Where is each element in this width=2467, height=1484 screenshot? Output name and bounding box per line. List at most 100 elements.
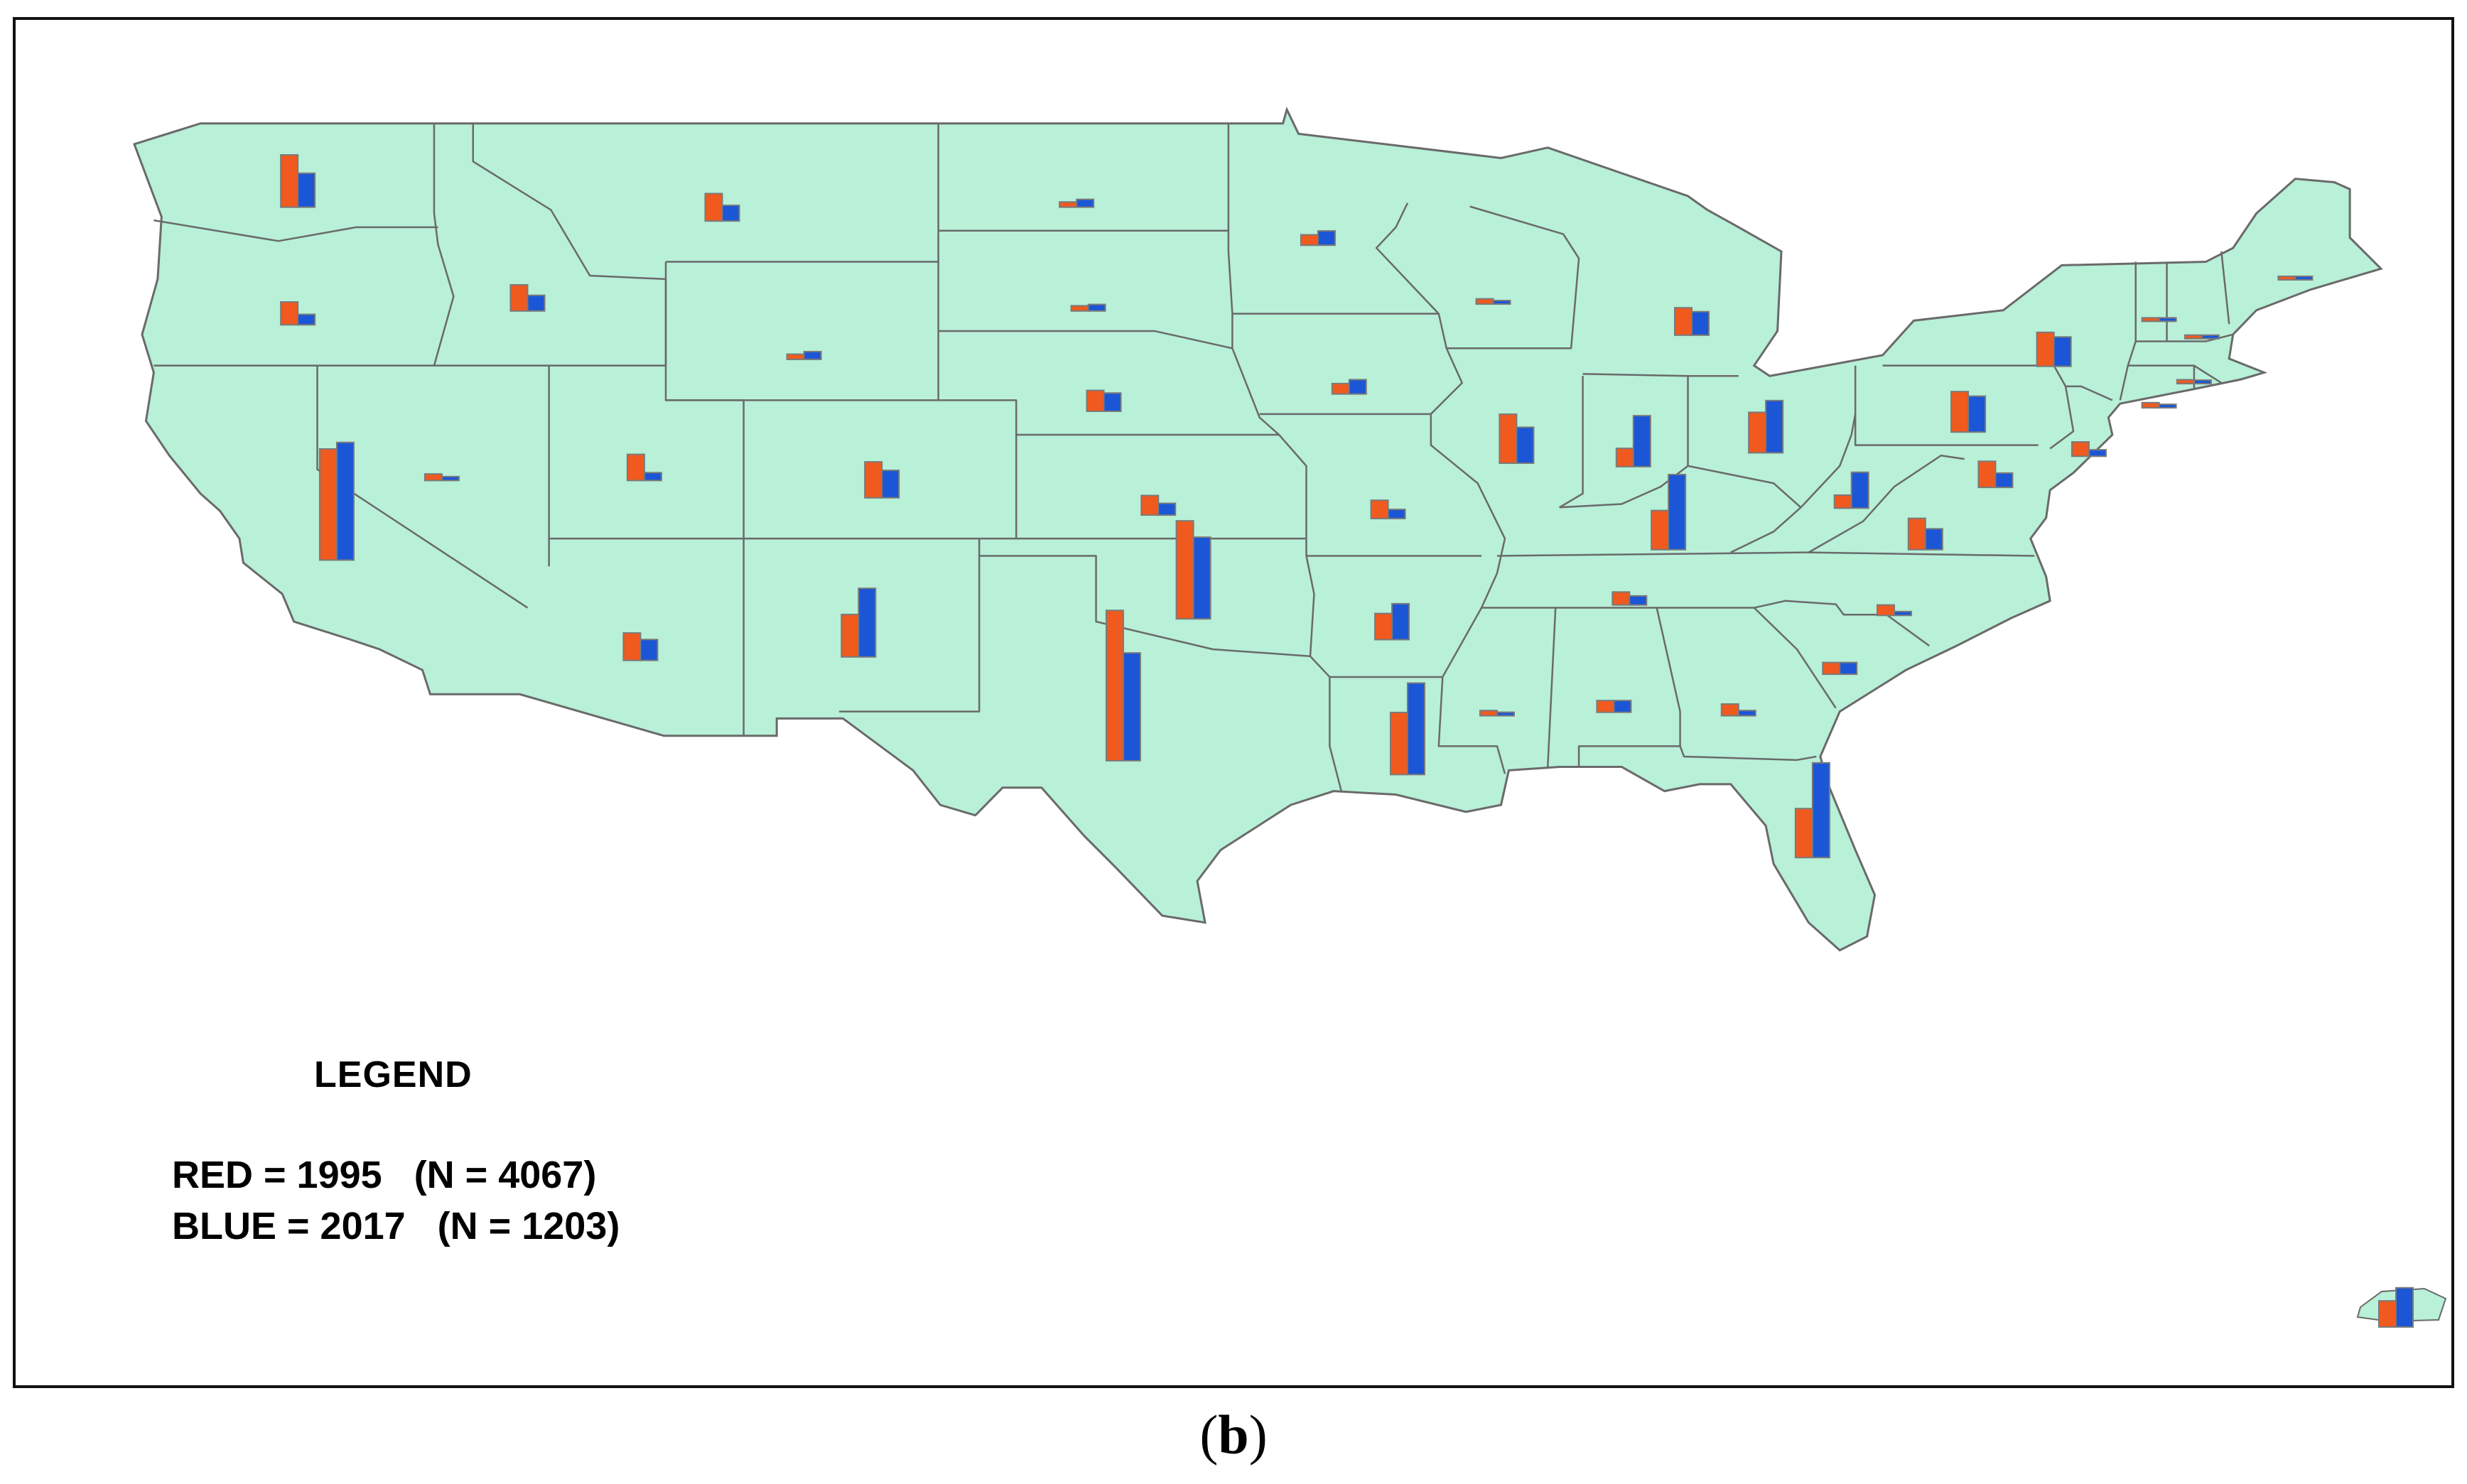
- us-map: [133, 107, 2447, 1328]
- bar-2017-wv: [1850, 471, 1869, 509]
- bar-1995-wy: [786, 353, 805, 360]
- caption-letter: b: [1218, 1404, 1249, 1466]
- state-bar-group-vt: [2141, 317, 2177, 323]
- state-bar-group-wy: [786, 350, 822, 360]
- state-bar-group-tn: [1612, 591, 1648, 606]
- state-border-line: [666, 399, 745, 736]
- state-bar-group-oh: [1748, 399, 1784, 454]
- bar-2017-ma: [2193, 379, 2212, 385]
- state-bar-group-sd: [1070, 303, 1106, 312]
- bar-1995-ms: [1479, 710, 1498, 717]
- figure-caption: (b): [0, 1403, 2467, 1467]
- state-bar-group-ok: [1175, 520, 1211, 620]
- bar-1995-fl: [1794, 808, 1813, 859]
- bar-1995-nh: [2183, 334, 2203, 340]
- bar-2017-ny: [2053, 336, 2072, 367]
- state-bar-group-nv: [423, 473, 460, 482]
- state-bar-group-mn: [1300, 229, 1336, 247]
- state-bar-group-ut: [626, 453, 662, 482]
- state-bar-group-ny: [2036, 331, 2072, 367]
- bar-1995-ca: [318, 448, 338, 561]
- bar-1995-in: [1615, 448, 1634, 467]
- bar-1995-wv: [1833, 494, 1852, 509]
- state-border-line: [1679, 745, 1817, 762]
- bar-1995-ar: [1374, 612, 1393, 641]
- bar-2017-ky: [1668, 473, 1687, 551]
- bar-2017-mn: [1317, 229, 1336, 247]
- state-border-line: [664, 261, 1017, 539]
- bar-2017-pa: [1967, 395, 1987, 433]
- bar-2017-nm: [858, 587, 877, 658]
- bar-1995-ky: [1651, 509, 1670, 551]
- state-bar-group-az: [622, 632, 659, 661]
- legend-title: LEGEND: [314, 1054, 473, 1095]
- state-bar-group-in: [1615, 415, 1651, 467]
- bar-2017-al: [1613, 700, 1632, 713]
- bar-2017-or: [297, 313, 316, 326]
- bar-1995-vt: [2141, 317, 2160, 323]
- state-bar-group-va: [1907, 517, 1943, 551]
- state-bar-group-ma: [2176, 379, 2212, 385]
- bar-2017-mo: [1387, 509, 1406, 519]
- state-border-line: [1446, 205, 1580, 350]
- us-land-outline: [133, 107, 2383, 952]
- bar-1995-mn: [1300, 234, 1319, 247]
- bar-2017-ar: [1391, 602, 1410, 641]
- state-border-line: [2220, 251, 2230, 325]
- bar-2017-fl: [1811, 762, 1830, 859]
- state-bar-group-il: [1499, 413, 1535, 465]
- state-bar-group-tx: [1105, 610, 1141, 762]
- bar-1995-oh: [1748, 411, 1767, 454]
- bar-1995-wa: [280, 154, 299, 208]
- bar-2017-wy: [803, 350, 822, 360]
- state-bar-group-sc: [1822, 661, 1858, 676]
- bar-1995-ut: [626, 453, 645, 482]
- bar-1995-va: [1907, 517, 1926, 551]
- state-border-line: [1375, 202, 1506, 774]
- state-bar-group-ct: [2141, 401, 2177, 409]
- bar-2017-nc: [1893, 610, 1912, 617]
- state-bar-group-mo: [1370, 499, 1406, 519]
- bar-2017-nd: [1076, 198, 1095, 208]
- bar-1995-al: [1596, 700, 1615, 713]
- state-border-line: [1559, 376, 1584, 509]
- state-bar-group-pa: [1950, 391, 1987, 433]
- bar-1995-ga: [1720, 703, 1739, 717]
- state-bar-group-wa: [280, 154, 316, 208]
- state-border-line: [1800, 413, 1857, 509]
- bar-2017-vt: [2158, 317, 2177, 323]
- bar-2017-tn: [1629, 595, 1648, 606]
- state-bar-group-co: [864, 461, 900, 499]
- state-bar-group-ga: [1720, 703, 1756, 717]
- state-border-line: [1559, 465, 1802, 553]
- bar-1995-pr: [2378, 1300, 2397, 1328]
- state-bar-group-ia: [1331, 379, 1367, 395]
- bar-layer: [280, 154, 2414, 1328]
- state-bar-group-pr: [2378, 1287, 2414, 1328]
- bar-2017-me: [2294, 275, 2314, 281]
- bar-2017-oh: [1765, 399, 1784, 454]
- state-border-line: [1753, 607, 1837, 709]
- state-border-line: [153, 219, 438, 242]
- bar-2017-tx: [1122, 652, 1141, 762]
- bar-1995-mo: [1370, 499, 1389, 519]
- state-bar-group-id: [509, 283, 546, 312]
- figure-frame: LEGEND RED = 1995 (N = 4067) BLUE = 2017…: [13, 17, 2454, 1388]
- land-layer: [133, 107, 2447, 1323]
- state-border-line: [979, 555, 1311, 657]
- bar-2017-sd: [1087, 303, 1106, 312]
- bar-2017-md: [1994, 472, 2014, 489]
- state-border-line: [838, 538, 981, 713]
- state-border-line: [938, 330, 1233, 350]
- caption-open: (: [1199, 1404, 1219, 1466]
- bar-1995-mt: [704, 193, 723, 222]
- bar-1995-pa: [1950, 391, 1970, 433]
- bar-1995-wi: [1475, 298, 1494, 305]
- state-bar-group-ne: [1086, 389, 1122, 412]
- state-border-line: [2119, 261, 2137, 401]
- bar-2017-ca: [335, 441, 355, 561]
- state-bar-group-or: [280, 301, 316, 326]
- state-bar-group-me: [2277, 275, 2314, 281]
- bar-1995-nd: [1059, 201, 1078, 208]
- state-bar-group-ar: [1374, 602, 1410, 641]
